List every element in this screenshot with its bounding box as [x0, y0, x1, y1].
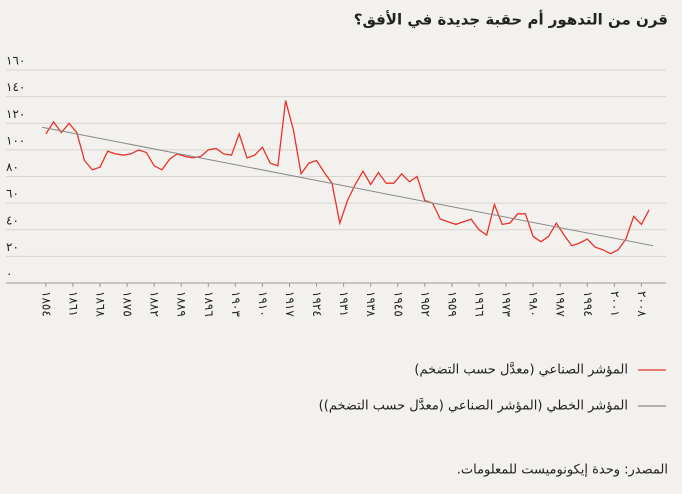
x-tick-label: ١٨٨٩ [175, 291, 189, 317]
y-tick-label: ٦٠ [6, 187, 19, 201]
y-tick-label: ١٤٠ [6, 80, 25, 94]
x-tick-label: ١٨٥٤ [39, 291, 53, 317]
x-tick-label: ١٩٠٣ [229, 291, 243, 317]
y-tick-label: ١٢٠ [6, 107, 25, 121]
x-tick-label: ١٨٦٨ [94, 291, 108, 317]
y-tick-label: ١٦٠ [6, 54, 25, 68]
series-line [45, 100, 650, 255]
y-tick-label: ٤٠ [6, 213, 19, 227]
x-tick-label: ١٩٢٤ [310, 291, 324, 317]
series-line [41, 126, 654, 247]
x-tick-label: ١٩٩٤ [581, 291, 595, 317]
x-tick-label: ١٩٣١ [337, 291, 351, 317]
x-tick-label: ١٩١٧ [283, 291, 297, 317]
source: المصدر: وحدة إيكونوميست للمعلومات. [457, 463, 668, 478]
y-tick-label: ٢٠ [6, 240, 19, 254]
x-tick-label: ١٩٣٨ [364, 291, 378, 317]
x-tick-label: ١٩٨٠ [527, 291, 541, 317]
y-tick-label: ٠ [6, 267, 12, 281]
x-tick-label: ١٩٤٥ [391, 291, 405, 317]
x-tick-label: ٢٠٠٨ [635, 291, 649, 317]
x-tick-label: ٢٠٠١ [608, 291, 622, 317]
x-tick-label: ١٨٩٦ [202, 291, 216, 317]
x-tick-label: ١٩٥٩ [445, 291, 459, 317]
x-tick-label: ١٩١٠ [256, 291, 270, 317]
y-tick-label: ٨٠ [6, 160, 19, 174]
x-tick-label: ١٩٧٣ [500, 291, 514, 317]
x-tick-label: ١٨٦١ [66, 291, 80, 317]
legend-label: المؤشر الصناعي (معدَّل حسب التضخم) [414, 361, 628, 378]
x-tick-label: ١٨٨٢ [148, 291, 162, 317]
chart-title: قرن من التدهور أم حقبة جديدة في الأفق؟ [354, 10, 668, 29]
x-tick-label: ١٩٨٧ [554, 291, 568, 317]
x-tick-label: ١٩٥٢ [418, 291, 432, 317]
legend-label: المؤشر الخطي (المؤشر الصناعي (معدَّل حسب… [319, 397, 628, 414]
x-tick-label: ١٩٦٦ [472, 291, 486, 317]
x-tick-label: ١٨٧٥ [121, 291, 135, 317]
y-tick-label: ١٠٠ [6, 133, 25, 147]
